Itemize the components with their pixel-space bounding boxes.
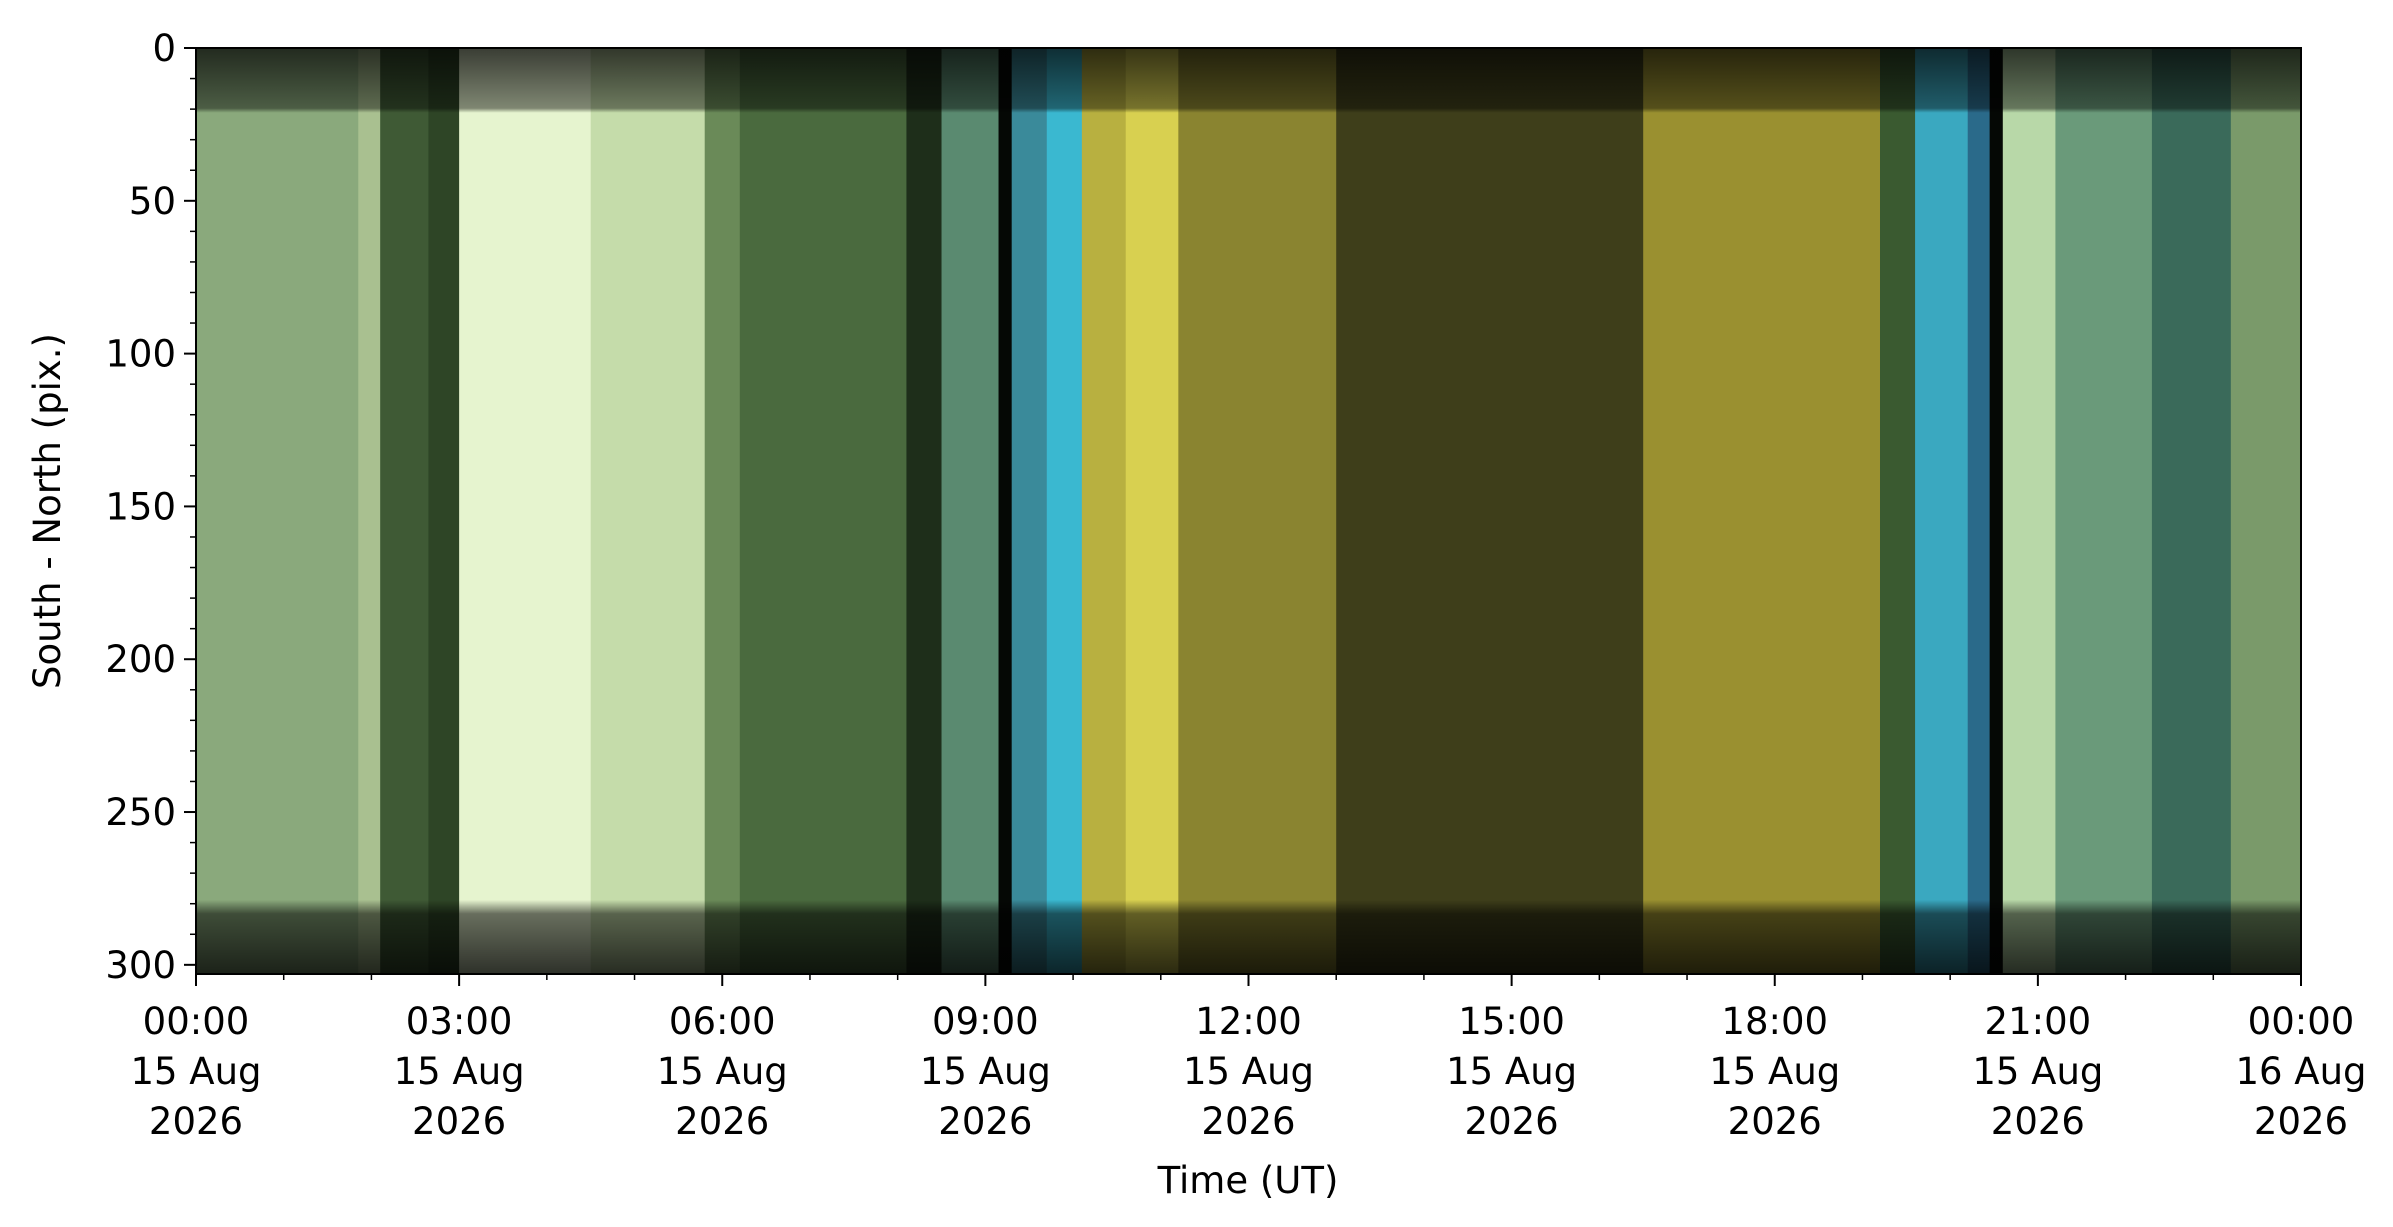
x-tick-label: 03:00 [406, 1000, 513, 1043]
x-tick-label: 09:00 [932, 1000, 1039, 1043]
x-tick-label: 15 Aug [394, 1050, 525, 1093]
x-axis-label: Time (UT) [1157, 1159, 1339, 1202]
x-tick-label: 12:00 [1195, 1000, 1302, 1043]
x-tick-label: 2026 [675, 1100, 769, 1143]
x-tick-label: 21:00 [1985, 1000, 2092, 1043]
x-tick-label: 15 Aug [1972, 1050, 2103, 1093]
x-tick-label: 2026 [149, 1100, 243, 1143]
x-tick-label: 15 Aug [1709, 1050, 1840, 1093]
y-tick-label: 0 [152, 27, 176, 70]
x-tick-label: 2026 [1465, 1100, 1559, 1143]
x-tick-label: 15 Aug [1183, 1050, 1314, 1093]
y-tick-label: 50 [129, 180, 176, 223]
y-tick-label: 250 [105, 791, 176, 834]
x-tick-label: 00:00 [2248, 1000, 2355, 1043]
x-tick-label: 15 Aug [130, 1050, 261, 1093]
y-tick-label: 150 [105, 485, 176, 528]
y-tick-label: 200 [105, 638, 176, 681]
y-tick-label: 100 [105, 333, 176, 376]
x-tick-label: 15 Aug [920, 1050, 1051, 1093]
x-tick-label: 2026 [1728, 1100, 1822, 1143]
x-tick-label: 15:00 [1458, 1000, 1565, 1043]
x-tick-label: 06:00 [669, 1000, 776, 1043]
x-tick-label: 15 Aug [1446, 1050, 1577, 1093]
x-tick-label: 15 Aug [657, 1050, 788, 1093]
edge-shading [196, 48, 2301, 974]
x-tick-label: 2026 [412, 1100, 506, 1143]
x-tick-label: 16 Aug [2235, 1050, 2366, 1093]
y-axis-label: South - North (pix.) [26, 333, 69, 689]
x-tick-label: 00:00 [143, 1000, 250, 1043]
y-tick-label: 300 [105, 944, 176, 987]
x-tick-label: 2026 [1991, 1100, 2085, 1143]
x-tick-label: 2026 [2254, 1100, 2348, 1143]
x-tick-label: 2026 [938, 1100, 1032, 1143]
x-tick-label: 2026 [1201, 1100, 1295, 1143]
x-tick-label: 18:00 [1721, 1000, 1828, 1043]
